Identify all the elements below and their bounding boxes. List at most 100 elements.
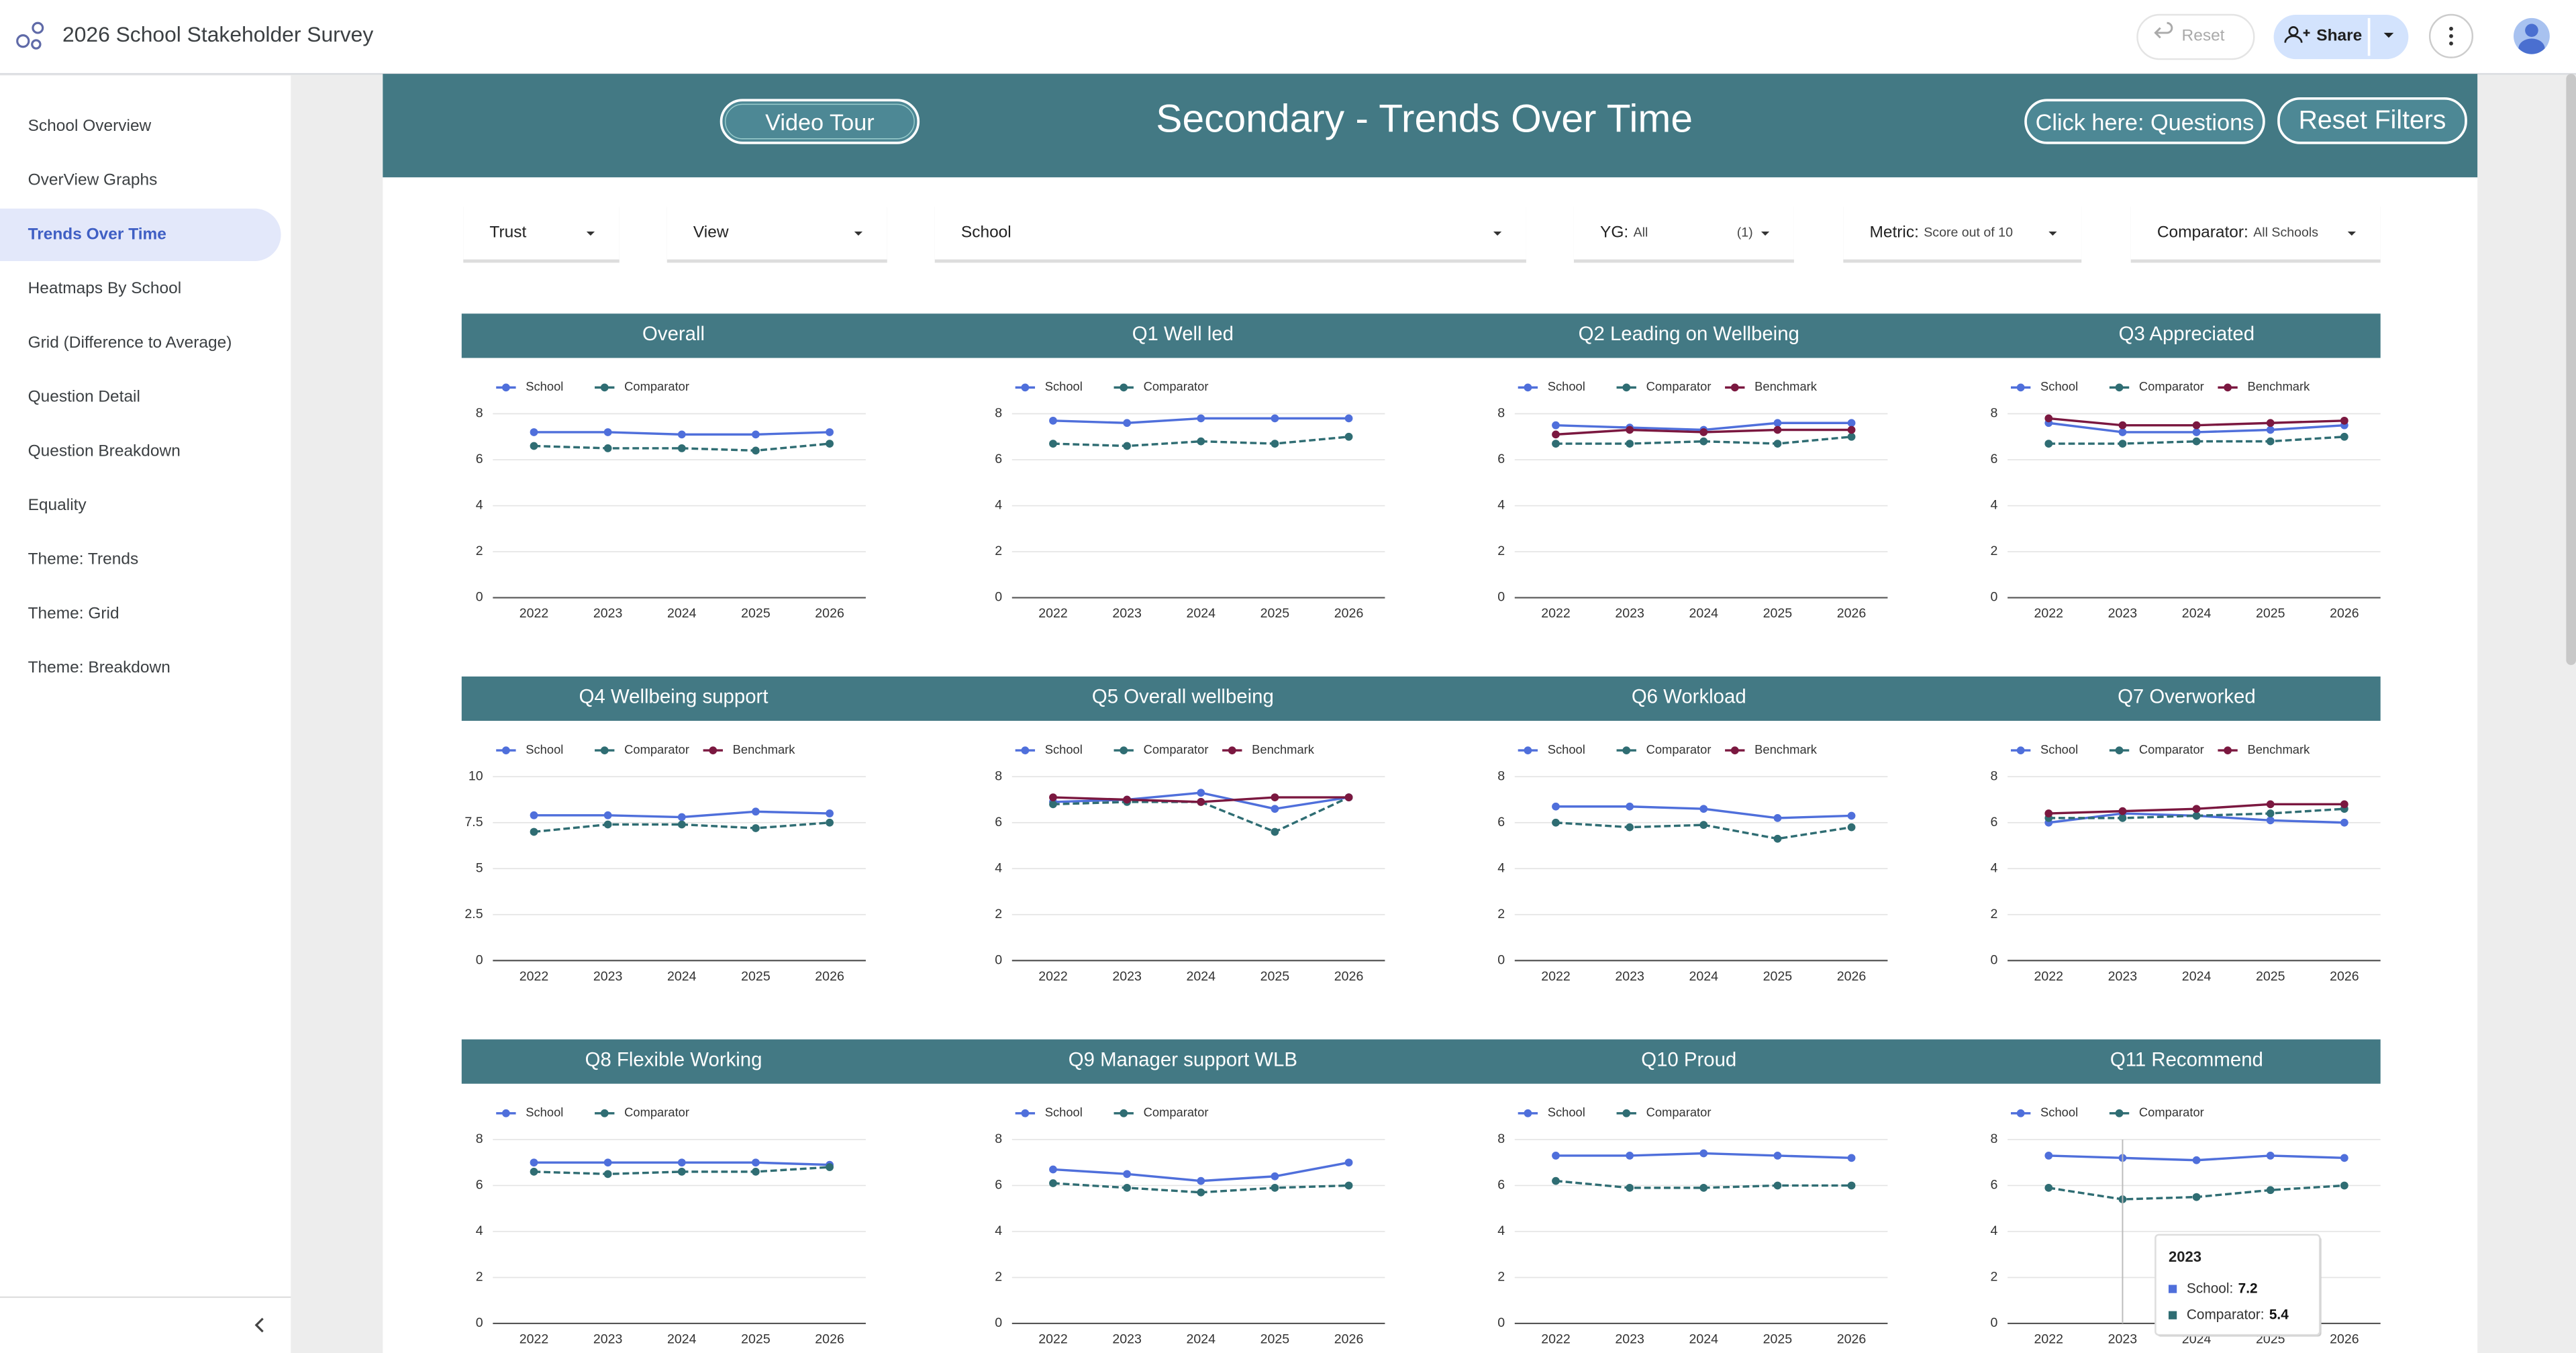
collapse-button[interactable] xyxy=(254,1317,264,1333)
share-button[interactable]: Share xyxy=(2273,15,2409,60)
y-tick-label: 6 xyxy=(995,1178,1002,1193)
data-point xyxy=(1271,1184,1279,1192)
chart-title: Q11 Recommend xyxy=(2110,1048,2263,1070)
nav-label: OverView Graphs xyxy=(28,171,158,189)
data-point xyxy=(1271,414,1279,423)
share-label: Share xyxy=(2316,26,2362,44)
filter-value: All xyxy=(1634,225,1648,240)
legend-swatch-dot xyxy=(1228,746,1236,754)
legend-swatch-dot xyxy=(1524,746,1532,754)
filter-text: Metric: Score out of 10 xyxy=(1869,223,2013,242)
x-tick-label: 2026 xyxy=(2330,1332,2359,1347)
nav-item[interactable]: OverView Graphs xyxy=(28,171,158,189)
x-tick-label: 2023 xyxy=(1615,606,1644,621)
legend-label: School xyxy=(2040,742,2078,756)
nav-item[interactable]: Heatmaps By School xyxy=(28,279,182,297)
x-tick-label: 2024 xyxy=(1689,606,1718,621)
nav-item[interactable]: Question Breakdown xyxy=(28,442,181,460)
data-point xyxy=(2340,416,2348,425)
legend-swatch-dot xyxy=(2016,1109,2025,1117)
y-tick-label: 6 xyxy=(995,452,1002,466)
legend-swatch-dot xyxy=(2224,746,2232,754)
nav-item[interactable]: Question Detail xyxy=(28,388,140,406)
reset-filters-button[interactable]: Reset Filters xyxy=(2277,97,2467,144)
questions-label: Click here: Questions xyxy=(2036,110,2255,136)
legend-swatch-dot xyxy=(1622,1109,1631,1117)
filter-dropdown[interactable]: Trust xyxy=(463,205,620,263)
filter-label: YG: xyxy=(1600,223,1628,242)
x-tick-label: 2022 xyxy=(2034,969,2064,984)
x-tick-label: 2025 xyxy=(1260,1332,1290,1347)
nav-item[interactable]: Theme: Grid xyxy=(28,605,119,623)
x-tick-label: 2026 xyxy=(1837,969,1867,984)
questions-button[interactable]: Click here: Questions xyxy=(2024,99,2265,144)
filter-dropdown[interactable]: Comparator: All Schools xyxy=(2130,205,2381,263)
x-tick-label: 2025 xyxy=(1763,969,1793,984)
scrollbar-thumb[interactable] xyxy=(2566,74,2576,665)
filter-dropdown[interactable]: School xyxy=(934,205,1526,263)
data-point xyxy=(2118,428,2127,436)
filter-label: Trust xyxy=(489,223,526,242)
data-point xyxy=(2118,807,2127,815)
y-tick-label: 0 xyxy=(995,1315,1002,1330)
legend-label: Benchmark xyxy=(1754,379,1818,393)
y-tick-label: 2 xyxy=(1497,544,1505,558)
legend-swatch-dot xyxy=(1524,1109,1532,1117)
nav-selected-bg xyxy=(0,208,281,262)
nav-item[interactable]: School Overview xyxy=(28,117,152,135)
filter-box xyxy=(2130,205,2381,260)
nav-item[interactable]: Theme: Trends xyxy=(28,550,139,568)
data-point xyxy=(752,1158,760,1167)
legend-label: Benchmark xyxy=(2247,379,2310,393)
nav-item[interactable]: Trends Over Time xyxy=(0,208,281,262)
avatar[interactable] xyxy=(2513,17,2550,54)
data-point xyxy=(1847,823,1856,832)
y-tick-label: 4 xyxy=(1497,1223,1505,1238)
legend-label: School xyxy=(2040,379,2078,393)
data-point xyxy=(1626,802,1634,811)
x-tick-label: 2026 xyxy=(815,969,844,984)
nav-item[interactable]: Theme: Breakdown xyxy=(28,658,170,676)
y-tick-label: 4 xyxy=(476,498,483,513)
data-point xyxy=(530,1158,538,1167)
x-tick-label: 2023 xyxy=(593,969,623,984)
tooltip-title: 2023 xyxy=(2169,1248,2201,1265)
y-tick-label: 2 xyxy=(995,907,1002,921)
filter-dropdown[interactable]: View xyxy=(666,205,887,263)
legend-label: School xyxy=(1548,379,1585,393)
y-tick-label: 0 xyxy=(1991,952,1998,967)
reset-button[interactable]: Reset xyxy=(2136,13,2255,60)
x-tick-label: 2023 xyxy=(1112,606,1142,621)
data-point xyxy=(1626,1152,1634,1160)
x-tick-label: 2025 xyxy=(741,606,771,621)
data-point xyxy=(2266,425,2275,434)
legend-swatch-dot xyxy=(2016,746,2025,754)
x-tick-label: 2026 xyxy=(2330,606,2359,621)
data-point xyxy=(2192,437,2201,446)
chart-title: Q8 Flexible Working xyxy=(585,1048,762,1070)
x-tick-label: 2026 xyxy=(1334,969,1364,984)
nav-item[interactable]: Equality xyxy=(28,496,87,514)
x-tick-label: 2026 xyxy=(2330,969,2359,984)
data-point xyxy=(1123,1170,1131,1179)
more-menu[interactable] xyxy=(2428,13,2474,58)
data-point xyxy=(677,820,686,829)
data-point xyxy=(1049,800,1057,809)
x-tick-label: 2023 xyxy=(593,606,623,621)
filter-text: YG: All xyxy=(1600,223,1648,242)
sidebar xyxy=(0,75,291,1353)
nav-item[interactable]: Grid (Difference to Average) xyxy=(28,334,232,352)
x-tick-label: 2022 xyxy=(1541,969,1571,984)
y-tick-label: 6 xyxy=(476,1178,483,1193)
data-point xyxy=(530,428,538,436)
data-point xyxy=(530,828,538,836)
y-tick-label: 4 xyxy=(995,498,1002,513)
chart-title: Q4 Wellbeing support xyxy=(579,686,769,708)
video-tour-button[interactable]: Video Tour xyxy=(720,99,920,144)
y-tick-label: 8 xyxy=(995,406,1002,421)
filter-text: School xyxy=(961,223,1011,242)
data-point xyxy=(1271,828,1279,836)
filter-dropdown[interactable]: YG: All (1) xyxy=(1573,205,1794,263)
data-point xyxy=(530,442,538,450)
filter-dropdown[interactable]: Metric: Score out of 10 xyxy=(1843,205,2082,263)
